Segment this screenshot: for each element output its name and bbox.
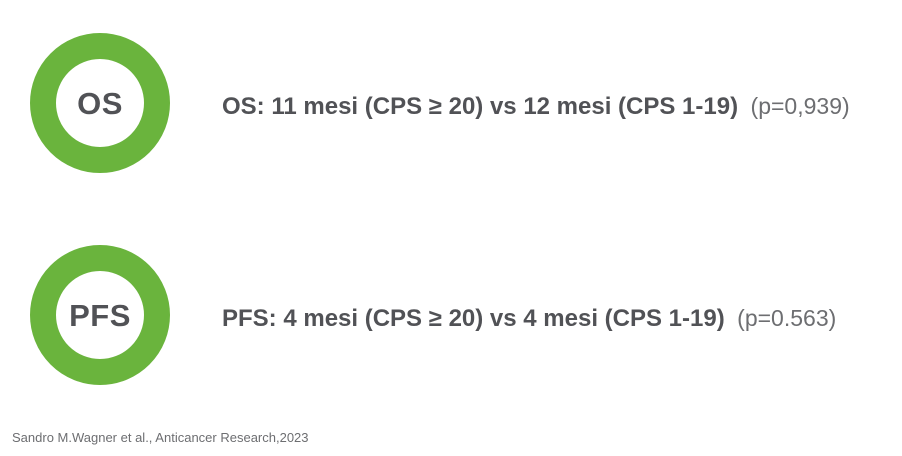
pfs-row: PFS PFS: 4 mesi (CPS ≥ 20) vs 4 mesi (CP… bbox=[30, 245, 836, 385]
os-p-value: (p=0,939) bbox=[750, 93, 850, 119]
os-ring-label: OS bbox=[77, 85, 123, 121]
pfs-ring-label: PFS bbox=[69, 297, 131, 333]
pfs-result-text: PFS: 4 mesi (CPS ≥ 20) vs 4 mesi (CPS 1-… bbox=[222, 305, 836, 333]
os-result-main: OS: 11 mesi (CPS ≥ 20) vs 12 mesi (CPS 1… bbox=[222, 93, 739, 120]
pfs-p-value: (p=0.563) bbox=[737, 305, 837, 331]
os-row: OS OS: 11 mesi (CPS ≥ 20) vs 12 mesi (CP… bbox=[30, 33, 850, 173]
os-ring-icon: OS bbox=[30, 33, 170, 173]
pfs-ring-icon: PFS bbox=[30, 245, 170, 385]
pfs-result-main: PFS: 4 mesi (CPS ≥ 20) vs 4 mesi (CPS 1-… bbox=[222, 305, 725, 332]
os-result-text: OS: 11 mesi (CPS ≥ 20) vs 12 mesi (CPS 1… bbox=[222, 93, 850, 121]
citation-text: Sandro M.Wagner et al., Anticancer Resea… bbox=[12, 430, 309, 445]
